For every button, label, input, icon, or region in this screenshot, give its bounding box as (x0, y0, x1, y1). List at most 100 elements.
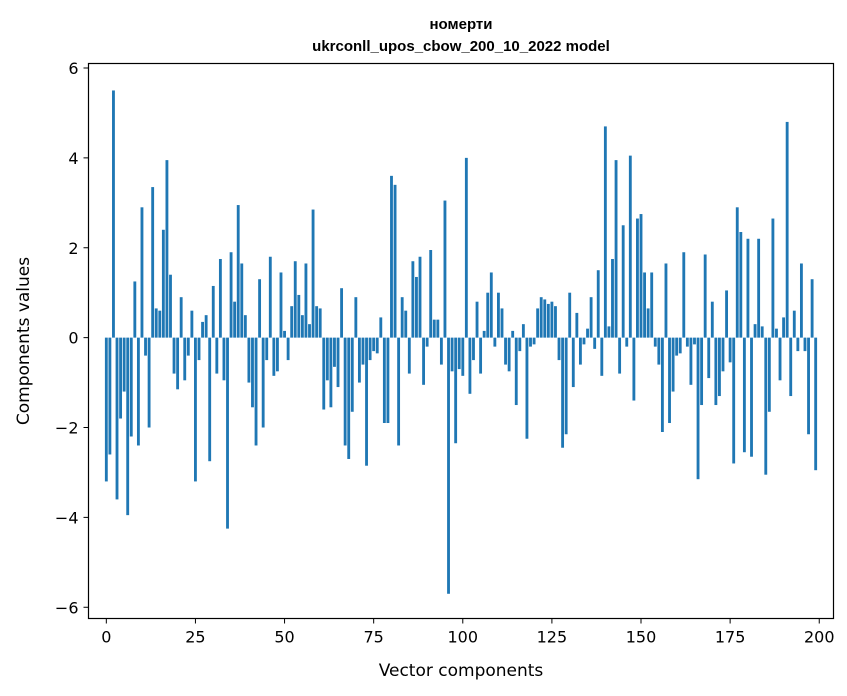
bar (589, 297, 593, 338)
bar (261, 337, 265, 428)
bar (290, 306, 294, 338)
bar (357, 337, 361, 383)
bar (400, 297, 404, 338)
bar (614, 160, 618, 338)
bar (735, 207, 739, 338)
bar (475, 301, 479, 338)
x-tick-label: 50 (274, 628, 294, 647)
bar (447, 337, 450, 594)
bar (668, 337, 671, 424)
bar (703, 254, 707, 338)
x-tick-label: 100 (448, 628, 479, 647)
bar (489, 272, 493, 338)
x-tick-label: 125 (537, 628, 568, 647)
bar (799, 263, 803, 338)
bar (586, 328, 589, 338)
bar (194, 337, 197, 482)
bar (571, 337, 575, 388)
bar (725, 290, 728, 338)
bar (347, 337, 351, 459)
bar (482, 330, 486, 338)
bar (718, 337, 721, 397)
bar (197, 337, 201, 361)
y-tick-label: −6 (55, 598, 79, 617)
bar (165, 160, 169, 338)
bar (807, 337, 810, 435)
x-tick-label: 0 (101, 628, 111, 647)
bar (561, 337, 565, 448)
bar (119, 337, 123, 419)
bar (229, 252, 233, 338)
x-tick-label: 25 (185, 628, 205, 647)
bar (365, 337, 368, 466)
bar (254, 337, 258, 446)
bar (236, 205, 240, 338)
bar (803, 337, 807, 352)
bar (543, 299, 547, 338)
bar (304, 263, 308, 338)
bar (318, 308, 322, 338)
bar (596, 270, 600, 338)
bar (190, 310, 194, 338)
bar (671, 337, 675, 392)
bar (297, 294, 301, 338)
bar (179, 297, 183, 338)
y-tick-label: −4 (55, 508, 79, 527)
bar (251, 337, 254, 408)
bar (757, 238, 761, 338)
bar (361, 337, 365, 365)
bar (222, 337, 226, 381)
bar (546, 303, 550, 338)
bars-group (104, 90, 818, 594)
bar (439, 337, 443, 365)
bar (112, 90, 115, 338)
bar (464, 157, 468, 338)
bar (554, 306, 557, 338)
bar (247, 337, 251, 383)
bar (265, 337, 269, 361)
bar (407, 337, 411, 374)
bar (450, 337, 454, 372)
bar (685, 337, 689, 347)
bar (582, 337, 586, 345)
bar (425, 337, 429, 347)
bar (650, 272, 654, 338)
bar (293, 261, 297, 338)
plot-frame (87, 62, 835, 620)
bar (789, 337, 793, 397)
bar (390, 175, 393, 338)
bar (639, 214, 643, 338)
bar (607, 326, 611, 338)
bar (750, 337, 753, 457)
bar (108, 337, 112, 455)
y-axis-ticks: −6 −4 −2 0 2 4 6 (55, 59, 89, 617)
bar (767, 337, 771, 412)
bar (147, 337, 151, 428)
bar (746, 238, 750, 338)
bar (479, 337, 483, 374)
bar (372, 337, 376, 352)
bar (689, 337, 693, 385)
y-tick-label: 2 (68, 239, 78, 258)
bar (215, 337, 219, 374)
bar (354, 297, 358, 338)
y-axis-label: Components values (14, 257, 34, 425)
bar (568, 292, 572, 338)
bar (764, 337, 768, 475)
x-tick-label: 75 (363, 628, 383, 647)
bar (550, 301, 554, 338)
bar (443, 200, 447, 338)
bar (714, 337, 718, 406)
bar (411, 261, 415, 338)
bar (283, 330, 286, 338)
bar (500, 308, 504, 338)
bar (218, 258, 222, 338)
bar (172, 337, 176, 374)
bar (532, 337, 536, 345)
bar (204, 315, 208, 338)
bar (240, 263, 244, 338)
bar (375, 337, 379, 354)
bar (315, 306, 319, 338)
bar (183, 337, 187, 381)
bar (322, 337, 326, 410)
